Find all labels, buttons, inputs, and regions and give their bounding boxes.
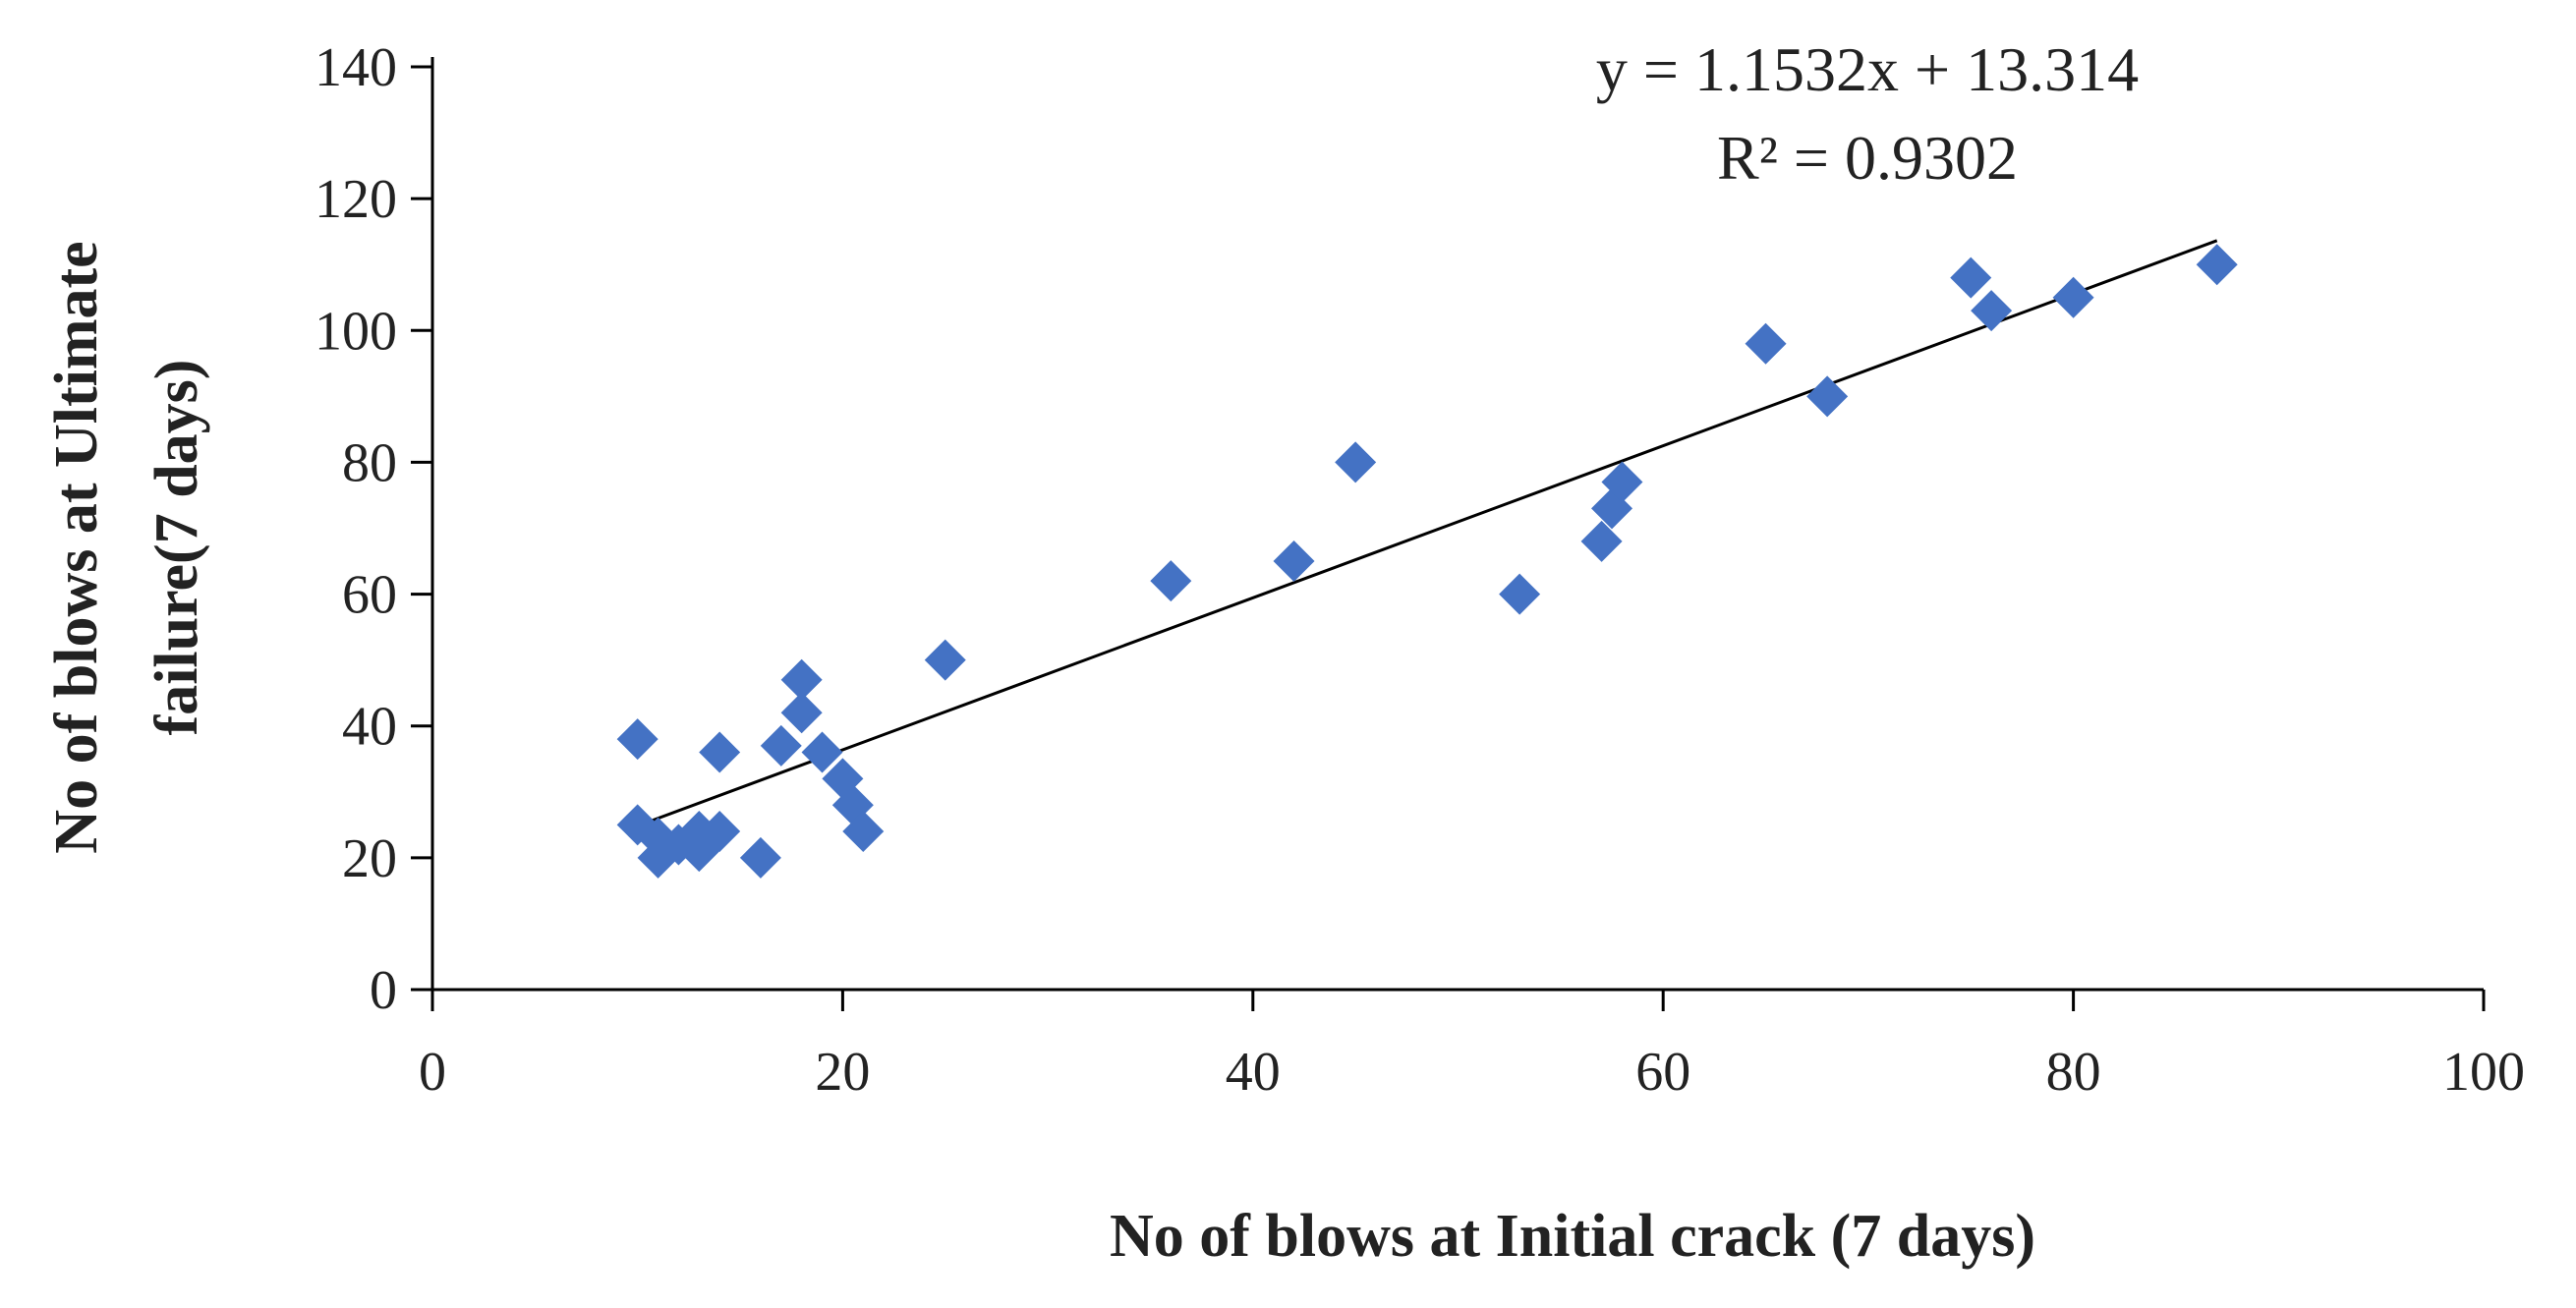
y-tick-label: 100 <box>315 301 397 362</box>
data-point <box>2052 276 2094 318</box>
data-point <box>1335 441 1377 483</box>
data-point <box>780 658 823 701</box>
data-point <box>1745 322 1787 365</box>
data-point <box>780 692 823 734</box>
x-tick-label: 100 <box>2442 1042 2525 1103</box>
data-points <box>616 244 2238 879</box>
data-point <box>1806 375 1849 418</box>
y-axis-title: No of blows at Ultimate failure(7 days) <box>43 241 210 853</box>
y-axis-title-line-1: No of blows at Ultimate <box>43 241 110 853</box>
data-point <box>616 718 658 761</box>
y-tick-label: 140 <box>315 37 397 98</box>
y-tick-label: 20 <box>342 828 397 889</box>
x-tick-label: 60 <box>1635 1042 1690 1103</box>
x-axis-title: No of blows at Initial crack (7 days) <box>1110 1203 2035 1270</box>
y-axis-ticks: 0 20 40 60 80 100 120 140 <box>315 37 432 1021</box>
trendline <box>637 239 2218 827</box>
data-point <box>1150 560 1192 602</box>
data-point <box>1580 520 1623 562</box>
data-point <box>699 811 741 853</box>
data-point <box>699 731 741 773</box>
y-tick-label: 120 <box>315 169 397 230</box>
data-point <box>801 731 843 773</box>
y-tick-label: 0 <box>370 960 397 1021</box>
data-point <box>842 811 885 853</box>
data-point <box>1273 540 1315 583</box>
x-tick-label: 20 <box>815 1042 870 1103</box>
data-point <box>760 724 802 767</box>
x-tick-label: 80 <box>2046 1042 2101 1103</box>
r-squared-label: R² = 0.9302 <box>1717 123 2018 193</box>
y-axis-title-line-2: failure(7 days) <box>143 360 210 736</box>
y-tick-label: 80 <box>342 432 397 493</box>
trendline-equation: y = 1.1532x + 13.314 <box>1596 34 2139 104</box>
x-axis-ticks: 0 20 40 60 80 100 <box>419 990 2525 1103</box>
y-tick-label: 40 <box>342 697 397 758</box>
data-point <box>739 836 781 879</box>
data-point <box>1499 573 1541 615</box>
data-point <box>1591 487 1633 530</box>
data-point <box>2196 244 2238 286</box>
data-point <box>924 639 966 681</box>
data-point <box>1971 290 2013 332</box>
y-tick-label: 60 <box>342 565 397 626</box>
data-point <box>1950 256 1992 299</box>
data-point <box>1601 461 1643 503</box>
x-tick-label: 40 <box>1226 1042 1281 1103</box>
x-tick-label: 0 <box>419 1042 446 1103</box>
